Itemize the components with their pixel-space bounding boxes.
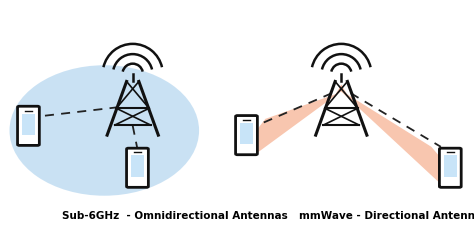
FancyBboxPatch shape xyxy=(18,106,39,145)
Bar xyxy=(22,113,35,135)
Bar xyxy=(131,155,144,177)
Polygon shape xyxy=(242,85,344,154)
FancyBboxPatch shape xyxy=(236,116,257,155)
Text: mmWave - Directional Antennas: mmWave - Directional Antennas xyxy=(299,211,474,221)
Bar xyxy=(444,155,457,177)
Polygon shape xyxy=(339,85,455,184)
Text: Sub-6GHz  - Omnidirectional Antennas: Sub-6GHz - Omnidirectional Antennas xyxy=(62,211,287,221)
Bar xyxy=(240,123,253,144)
FancyBboxPatch shape xyxy=(127,148,148,187)
FancyBboxPatch shape xyxy=(439,148,461,187)
Ellipse shape xyxy=(9,65,199,196)
